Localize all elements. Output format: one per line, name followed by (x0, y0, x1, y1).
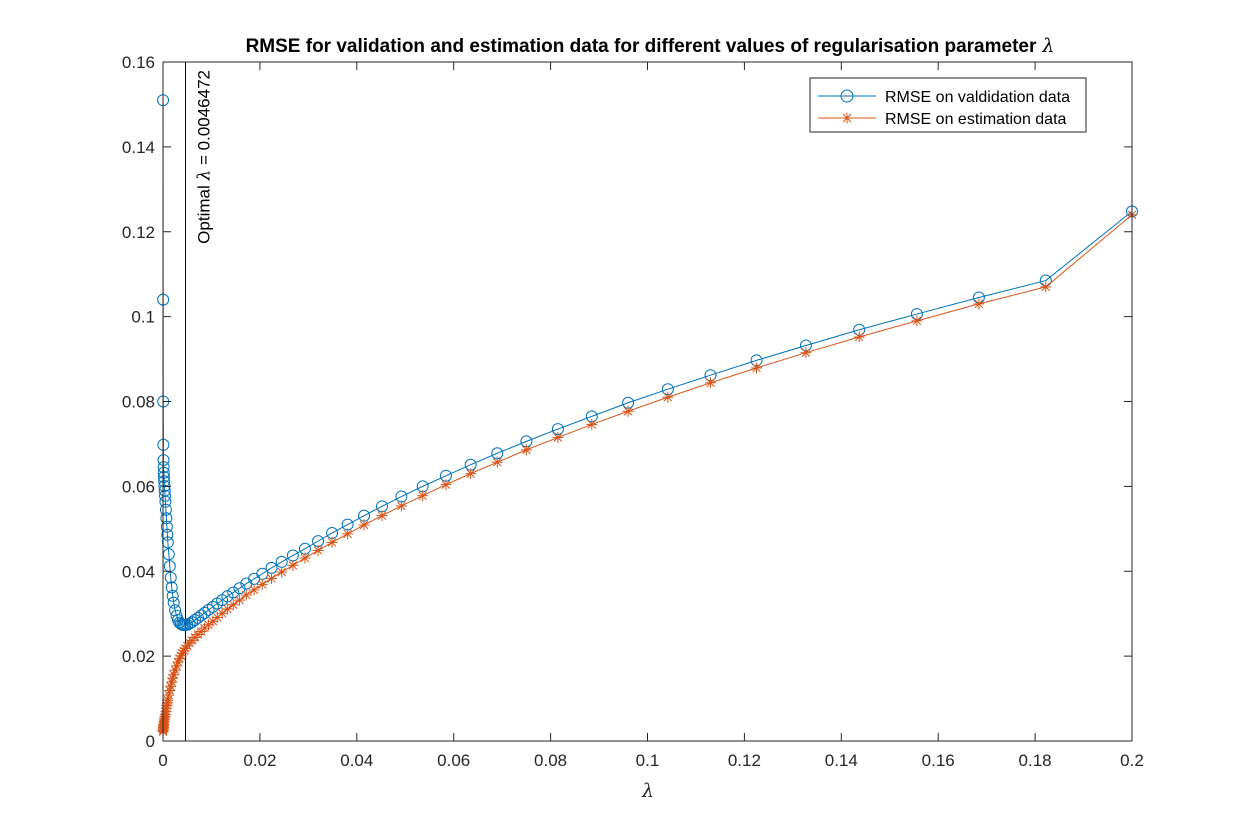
legend-marker-validation (840, 89, 854, 103)
data-point (800, 347, 812, 359)
x-axis-label: λ (641, 780, 654, 802)
x-tick-label: 0.2 (1120, 751, 1144, 770)
x-tick-label: 0.04 (340, 751, 373, 770)
x-tick-label: 0.06 (437, 751, 470, 770)
data-point (198, 606, 211, 619)
data-point (358, 519, 370, 531)
data-point (227, 599, 239, 611)
y-tick-label: 0 (146, 732, 155, 751)
series-estimation (157, 209, 1138, 738)
data-point (221, 603, 233, 615)
data-point (586, 418, 598, 430)
y-tick-label: 0.06 (122, 477, 155, 496)
data-point (160, 512, 173, 525)
legend-asterisk (841, 112, 853, 124)
data-point (160, 520, 173, 533)
chart-title: RMSE for validation and estimation data … (246, 35, 1055, 57)
data-point (662, 391, 674, 403)
data-point (159, 503, 172, 516)
x-tick-label: 0.16 (922, 751, 955, 770)
data-point (240, 589, 252, 601)
data-point (266, 572, 278, 584)
data-point (911, 315, 923, 327)
data-point (157, 461, 170, 474)
data-point (853, 331, 865, 343)
data-point (465, 468, 477, 480)
data-point (216, 607, 228, 619)
y-tick-label: 0.14 (122, 138, 155, 157)
data-point (157, 471, 170, 484)
data-point (417, 490, 429, 502)
y-tick-label: 0.04 (122, 562, 155, 581)
data-point (167, 596, 180, 609)
legend: RMSE on valdidation data RMSE on estimat… (809, 77, 1087, 133)
chart-title-text: RMSE for validation and estimation data … (246, 36, 1037, 57)
data-point (233, 582, 246, 595)
x-tick-label: 0.12 (728, 751, 761, 770)
data-point (973, 298, 985, 310)
data-point (440, 479, 452, 491)
data-point (164, 571, 177, 584)
y-tick-label: 0.1 (131, 308, 155, 327)
x-tick-label: 0.02 (243, 751, 276, 770)
series-line-0 (162, 100, 1133, 626)
legend-box (809, 77, 1087, 133)
data-point (161, 528, 174, 541)
data-point (312, 544, 324, 556)
data-point (276, 566, 288, 578)
x-tick-label: 0.08 (534, 751, 567, 770)
data-point (395, 500, 407, 512)
data-point (234, 594, 246, 606)
data-point (161, 536, 174, 549)
data-point (256, 578, 268, 590)
y-tick-label: 0.02 (122, 647, 155, 666)
data-point (520, 444, 532, 456)
data-point (326, 536, 338, 548)
x-tick-label: 0.1 (636, 751, 660, 770)
x-tick-label: 0.18 (1019, 751, 1052, 770)
y-tick-label: 0.16 (122, 53, 155, 72)
y-tick-label: 0.12 (122, 223, 155, 242)
data-point (169, 664, 181, 676)
data-point (221, 590, 234, 603)
data-point (491, 456, 503, 468)
data-point (165, 581, 178, 594)
data-point (376, 510, 388, 522)
x-tick-label: 0.14 (825, 751, 858, 770)
data-point (173, 653, 185, 665)
data-point (552, 432, 564, 444)
data-point (299, 552, 311, 564)
y-tick-label: 0.08 (122, 393, 155, 412)
data-point (1040, 281, 1052, 293)
optimal-lambda-prefix: Optimal (195, 181, 214, 244)
data-point (166, 589, 179, 602)
data-point (159, 495, 172, 508)
data-point (159, 489, 172, 502)
optimal-lambda-annotation: Optimal λ = 0.0046472 (195, 70, 215, 244)
legend-label-estimation: RMSE on estimation data (885, 111, 1067, 128)
optimal-lambda-symbol: λ (195, 170, 215, 182)
data-point (287, 559, 299, 571)
data-point (751, 362, 763, 374)
data-point (188, 614, 201, 627)
data-point (704, 377, 716, 389)
data-point (157, 466, 170, 479)
data-point (342, 528, 354, 540)
data-point (227, 586, 240, 599)
data-point (168, 669, 180, 681)
legend-label-validation: RMSE on valdidation data (885, 89, 1070, 106)
legend-marker-estimation (841, 112, 853, 124)
data-point (206, 600, 219, 613)
optimal-lambda-value: = 0.0046472 (195, 70, 214, 170)
data-point (248, 584, 260, 596)
axes: 0 0.02 0.04 0.06 0.08 0.1 0.12 0.14 0.16 0.18 0.2 0… (122, 53, 1144, 770)
plot-area: Optimal λ = 0.0046472 (157, 62, 1138, 741)
chart-title-symbol: λ (1041, 35, 1054, 57)
x-tick-label: 0 (158, 751, 167, 770)
data-point (622, 405, 634, 417)
